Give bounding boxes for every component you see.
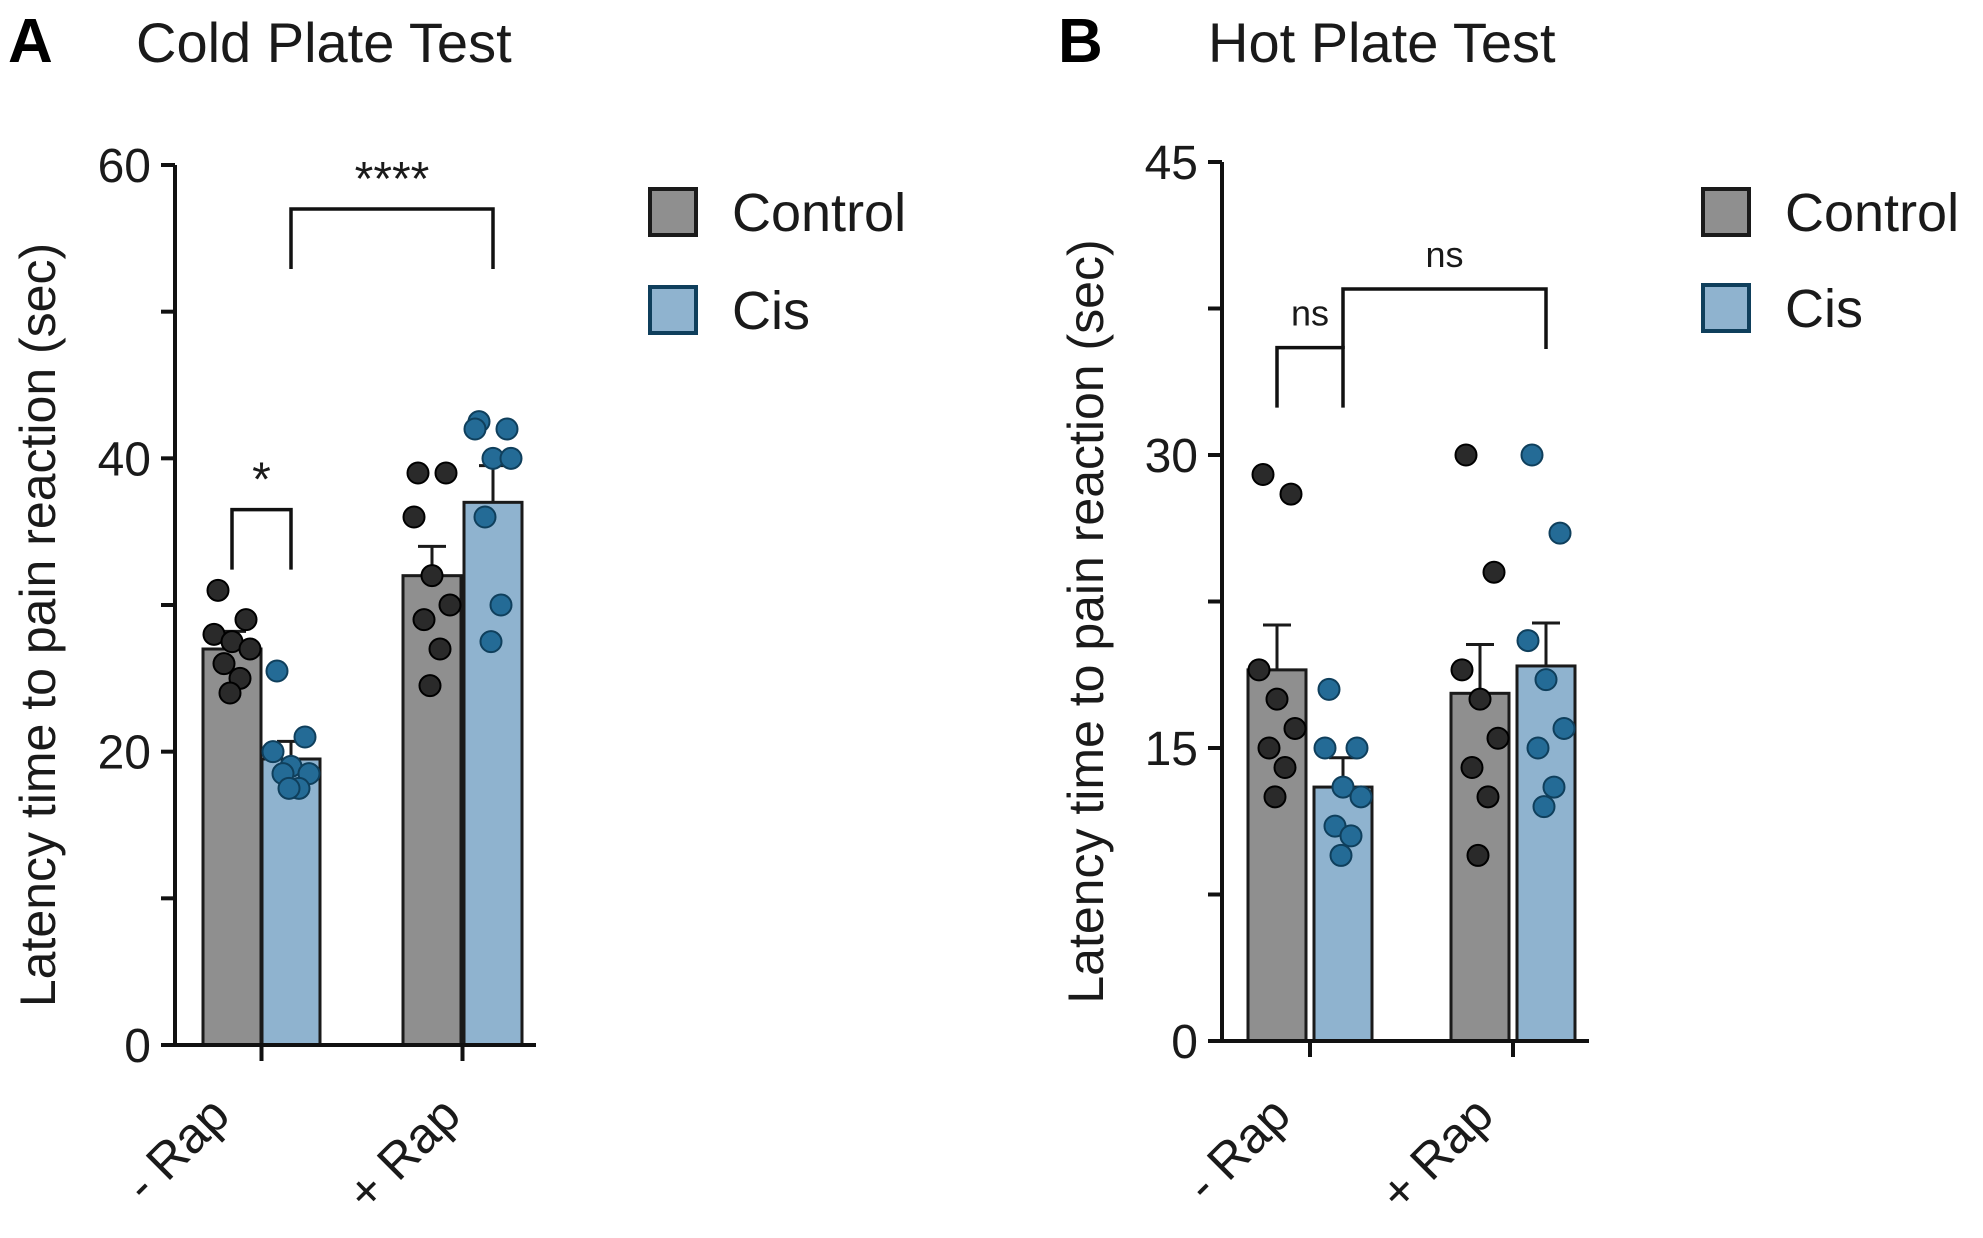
- data-point-control: [1251, 463, 1275, 487]
- data-point-cis: [1349, 785, 1373, 809]
- data-point-control: [1460, 756, 1484, 780]
- x-tick-label: + Rap: [1369, 1086, 1504, 1221]
- y-tick-label: 0: [124, 1020, 151, 1073]
- data-point-cis: [1331, 775, 1355, 799]
- data-point-control: [1265, 687, 1289, 711]
- data-point-control: [218, 681, 242, 705]
- data-point-control: [1247, 658, 1271, 682]
- x-tick-label: + Rap: [336, 1086, 471, 1221]
- data-point-control: [238, 637, 262, 661]
- legend-swatch-cis: [648, 285, 698, 335]
- data-point-control: [1486, 726, 1510, 750]
- data-point-cis: [499, 446, 523, 470]
- data-point-control: [1450, 658, 1474, 682]
- data-point-cis: [463, 417, 487, 441]
- data-point-control: [1263, 785, 1287, 809]
- data-point-control: [428, 637, 452, 661]
- y-tick-label: 45: [1145, 137, 1198, 190]
- data-point-cis: [495, 417, 519, 441]
- data-point-control: [1468, 687, 1492, 711]
- significance-label: ****: [355, 153, 430, 206]
- chart-title: Cold Plate Test: [136, 11, 512, 74]
- chart-panel-b: B Hot Plate Test Latency time to pain reac…: [1058, 7, 1959, 1221]
- data-point-control: [434, 461, 458, 485]
- data-point-cis: [489, 593, 513, 617]
- data-point-cis: [261, 740, 285, 764]
- bar-control-0: [201, 647, 263, 1047]
- legend-label-control: Control: [732, 183, 906, 243]
- data-point-control: [420, 564, 444, 588]
- bar-control-1: [1449, 691, 1511, 1043]
- data-point-cis: [1542, 775, 1566, 799]
- data-point-control: [1283, 716, 1307, 740]
- data-point-cis: [277, 776, 301, 800]
- panel-letter: A: [8, 7, 53, 76]
- significance-bracket: [230, 507, 293, 570]
- data-point-control: [418, 674, 442, 698]
- data-point-control: [1482, 560, 1506, 584]
- data-point-control: [1257, 736, 1281, 760]
- significance-bracket: [1341, 287, 1548, 349]
- significance-label: *: [252, 454, 271, 507]
- panel-letter: B: [1058, 7, 1103, 76]
- data-point-cis: [1516, 629, 1540, 653]
- x-tick-label: - Rap: [1175, 1086, 1301, 1212]
- chart-title: Hot Plate Test: [1208, 11, 1556, 74]
- data-point-control: [1273, 756, 1297, 780]
- data-point-cis: [1313, 736, 1337, 760]
- y-tick-label: 20: [98, 727, 151, 780]
- data-point-control: [1454, 443, 1478, 467]
- data-point-control: [438, 593, 462, 617]
- legend-label-cis: Cis: [1785, 279, 1863, 339]
- data-point-control: [1279, 482, 1303, 506]
- significance-bracket: [289, 207, 495, 269]
- data-point-control: [1466, 843, 1490, 867]
- data-point-control: [234, 608, 258, 632]
- data-point-cis: [1329, 843, 1353, 867]
- x-tick-label: - Rap: [114, 1086, 240, 1212]
- significance-label: ns: [1425, 234, 1463, 275]
- data-point-cis: [1339, 824, 1363, 848]
- data-point-cis: [1552, 716, 1576, 740]
- data-point-control: [206, 578, 230, 602]
- y-tick-label: 0: [1171, 1016, 1198, 1069]
- y-axis-label: Latency time to pain reaction (sec): [10, 243, 66, 1007]
- data-point-cis: [1520, 443, 1544, 467]
- data-point-cis: [1532, 795, 1556, 819]
- significance-label: ns: [1291, 293, 1329, 334]
- bar-cis-0: [260, 757, 322, 1047]
- data-point-control: [406, 461, 430, 485]
- legend-swatch-control: [1701, 187, 1751, 237]
- data-point-control: [212, 652, 236, 676]
- y-tick-label: 60: [98, 140, 151, 193]
- data-point-control: [412, 608, 436, 632]
- y-tick-label: 30: [1145, 430, 1198, 483]
- data-point-cis: [473, 505, 497, 529]
- data-point-cis: [479, 630, 503, 654]
- legend-label-control: Control: [1785, 183, 1959, 243]
- data-point-cis: [1548, 521, 1572, 545]
- data-point-control: [402, 505, 426, 529]
- data-point-cis: [1345, 736, 1369, 760]
- chart-panel-a: A Cold Plate Test Latency time to pain rea…: [8, 7, 906, 1221]
- significance-bracket: [1275, 345, 1345, 408]
- y-tick-label: 40: [98, 433, 151, 486]
- y-axis-label: Latency time to pain reaction (sec): [1058, 239, 1114, 1003]
- data-point-cis: [1534, 668, 1558, 692]
- legend-label-cis: Cis: [732, 281, 810, 341]
- data-point-cis: [1317, 677, 1341, 701]
- y-tick-label: 15: [1145, 723, 1198, 776]
- data-point-control: [1476, 785, 1500, 809]
- data-point-cis: [1526, 736, 1550, 760]
- legend-swatch-cis: [1701, 283, 1751, 333]
- data-point-cis: [293, 725, 317, 749]
- bar-cis-1: [462, 500, 524, 1047]
- legend-swatch-control: [648, 187, 698, 237]
- data-point-cis: [265, 659, 289, 683]
